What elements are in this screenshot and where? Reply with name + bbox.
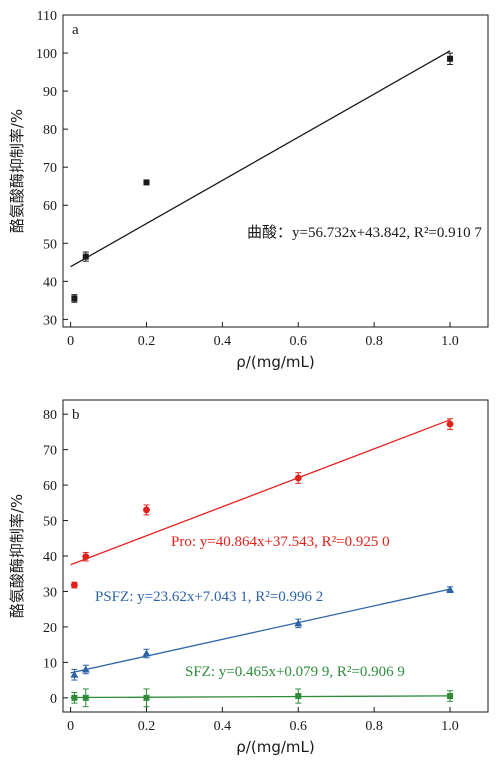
panel-label: b: [72, 407, 80, 423]
x-tick-label: 0.4: [214, 334, 232, 349]
data-point: [70, 581, 78, 589]
series-曲酸: 曲酸：y=56.732x+43.842, R²=0.910 7: [70, 50, 482, 303]
plot-frame: [62, 14, 489, 328]
data-point: [70, 670, 79, 678]
fit-line: [70, 50, 451, 268]
equation-formula: y=40.864x+37.543, R²=0.925 0: [200, 534, 390, 550]
data-point: [82, 694, 89, 701]
data-point: [446, 420, 454, 428]
y-tick-label: 10: [43, 656, 57, 671]
series-sfz: SFZ: y=0.465x+0.079 9, R²=0.906 9: [70, 664, 454, 708]
x-tick-label: 0.6: [290, 719, 308, 734]
data-point: [82, 253, 89, 260]
x-tick-label: 1.0: [441, 334, 459, 349]
y-tick-label: 70: [43, 161, 57, 176]
y-tick-label: 100: [36, 47, 57, 62]
data-point: [295, 693, 302, 700]
y-tick-label: 50: [43, 515, 57, 530]
chart-panel-a: 0 0.2 0.4 0.6 0.8 1.0 30 40 50 60 70 80 90 100 110 a ρ/(…: [8, 9, 489, 371]
y-axis-title: 酪氨酸酶抑制率/%: [8, 494, 26, 618]
chart-panel-b: 0 0.2 0.4 0.6 0.8 1.0 0 10 20 30 40 50 60 70 80 b ρ/(mg/…: [8, 399, 489, 756]
x-tick-label: 0.6: [290, 334, 308, 349]
series-pro: Pro: y=40.864x+37.543, R²=0.925 0: [70, 418, 454, 589]
data-point: [143, 506, 150, 514]
y-tick-label: 60: [43, 479, 57, 494]
data-point: [294, 619, 303, 627]
equation-series-name: SFZ:: [185, 664, 219, 680]
y-tick-label: 70: [43, 444, 57, 459]
x-axis-title: ρ/(mg/mL): [236, 738, 314, 756]
x-tick-label: 0.8: [365, 334, 383, 349]
y-tick-label: 90: [43, 85, 57, 100]
y-tick-label: 80: [43, 408, 57, 423]
x-tick-label: 0: [67, 719, 74, 734]
equation-series-name: Pro:: [171, 534, 200, 550]
y-tick-label: 30: [43, 313, 57, 328]
data-point: [143, 179, 150, 186]
fit-equation: SFZ: y=0.465x+0.079 9, R²=0.906 9: [185, 664, 405, 680]
y-tick-label: 110: [37, 9, 57, 24]
fit-line: [70, 419, 451, 566]
x-tick-label: 0.2: [138, 334, 156, 349]
data-point: [71, 694, 78, 701]
data-point: [446, 585, 455, 593]
fit-line: [70, 695, 451, 699]
fit-line: [70, 588, 451, 674]
y-tick-label: 20: [43, 621, 57, 636]
y-tick-label: 40: [43, 550, 57, 565]
y-tick-label: 30: [43, 585, 57, 600]
equation-formula: y=56.732x+43.842, R²=0.910 7: [292, 225, 482, 241]
data-point: [82, 553, 90, 561]
fit-equation: 曲酸：y=56.732x+43.842, R²=0.910 7: [247, 223, 482, 241]
x-tick-label: 0.8: [365, 719, 383, 734]
y-tick-label: 60: [43, 199, 57, 214]
y-tick-label: 50: [43, 237, 57, 252]
x-tick-label: 0: [67, 334, 74, 349]
x-tick-label: 1.0: [441, 719, 459, 734]
panel-label: a: [72, 22, 79, 38]
data-point: [71, 295, 78, 302]
x-tick-label: 0.2: [138, 719, 156, 734]
data-point: [294, 474, 302, 482]
equation-series-name: 曲酸：: [247, 223, 292, 241]
fit-equation: PSFZ: y=23.62x+7.043 1, R²=0.996 2: [95, 589, 323, 605]
x-tick-label: 0.4: [214, 719, 232, 734]
data-point: [447, 55, 454, 62]
data-point: [143, 694, 150, 701]
y-tick-label: 40: [43, 275, 57, 290]
equation-formula: y=0.465x+0.079 9, R²=0.906 9: [219, 664, 405, 680]
x-axis-title: ρ/(mg/mL): [236, 353, 314, 371]
data-point: [447, 693, 454, 700]
data-point: [81, 665, 90, 673]
data-point: [142, 649, 151, 657]
equation-formula: y=23.62x+7.043 1, R²=0.996 2: [137, 589, 323, 605]
y-tick-label: 80: [43, 123, 57, 138]
y-axis-title: 酪氨酸酶抑制率/%: [8, 109, 26, 233]
series-psfz: PSFZ: y=23.62x+7.043 1, R²=0.996 2: [70, 585, 455, 681]
y-tick-label: 0: [50, 692, 57, 707]
fit-equation: Pro: y=40.864x+37.543, R²=0.925 0: [171, 534, 390, 550]
equation-series-name: PSFZ:: [95, 589, 137, 605]
